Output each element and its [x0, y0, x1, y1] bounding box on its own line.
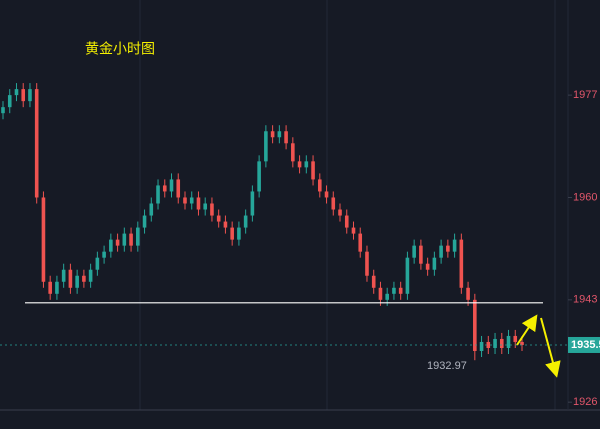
- candle-body: [149, 203, 154, 216]
- candle-body: [28, 89, 32, 102]
- y-tick-label: 1943: [573, 294, 597, 306]
- candle-body: [432, 257, 437, 270]
- candle-body: [88, 269, 93, 282]
- candle-body: [297, 161, 302, 168]
- candle-body: [102, 251, 106, 258]
- arrow: [516, 314, 538, 346]
- candle-body: [115, 239, 120, 246]
- candle-body: [365, 251, 369, 276]
- candle-body: [169, 179, 174, 192]
- candle-body: [317, 179, 322, 192]
- candle-body: [392, 287, 396, 294]
- candle-body: [311, 161, 315, 180]
- candle-body: [499, 338, 504, 348]
- candle-body: [183, 197, 187, 204]
- candle-body: [122, 233, 127, 246]
- candle-body: [1, 107, 5, 114]
- candle-body: [237, 227, 241, 240]
- y-tick-label: 1926: [573, 396, 597, 408]
- candle-body: [257, 161, 261, 192]
- candle-body: [398, 287, 403, 294]
- y-tick-label: 1960: [573, 191, 597, 203]
- candle-body: [109, 239, 113, 252]
- candle-body: [176, 179, 181, 198]
- candle-body: [210, 203, 214, 216]
- candle-body: [513, 335, 518, 342]
- candle-body: [34, 89, 39, 198]
- candle-body: [466, 287, 470, 300]
- y-tick-label: 1977: [573, 89, 597, 101]
- candle-body: [142, 215, 147, 228]
- candle-body: [75, 275, 79, 288]
- candle-body: [95, 257, 100, 270]
- candle-body: [331, 197, 336, 210]
- candle-body: [82, 275, 86, 282]
- candle-body: [452, 239, 457, 252]
- candle-body: [304, 161, 309, 168]
- candle-body: [55, 281, 59, 294]
- last-price-label: 1935.5: [571, 339, 600, 351]
- candle-body: [48, 281, 52, 294]
- low-label: 1932.97: [427, 360, 467, 372]
- arrow: [540, 317, 561, 378]
- candle-body: [371, 275, 376, 288]
- candle-body: [129, 233, 133, 246]
- candle-body: [68, 269, 73, 288]
- candle-body: [156, 185, 160, 204]
- candle-body: [412, 245, 416, 258]
- candle-body: [378, 287, 383, 300]
- candle-body: [230, 227, 234, 240]
- candle-body: [243, 215, 248, 228]
- candle-body: [493, 338, 497, 348]
- candle-body: [223, 221, 228, 228]
- candle-body: [203, 203, 208, 210]
- candle-body: [385, 293, 389, 300]
- last-price-box: [568, 336, 600, 353]
- candle-body: [189, 197, 194, 204]
- candle-body: [446, 245, 450, 252]
- candle-body: [439, 245, 443, 258]
- candle-body: [14, 89, 19, 96]
- candle-body: [351, 227, 356, 234]
- candle-body: [216, 215, 221, 222]
- candle-body: [21, 89, 26, 102]
- candle-body: [284, 131, 288, 144]
- candle-body: [61, 269, 66, 282]
- candle-body: [459, 239, 464, 288]
- candle-body: [324, 191, 329, 198]
- candle-body: [264, 131, 268, 162]
- candle-body: [520, 341, 524, 345]
- candle-body: [162, 185, 167, 192]
- chart-title: 黄金小时图: [85, 41, 155, 57]
- candle-body: [486, 341, 491, 348]
- candle-body: [479, 341, 484, 351]
- candle-body: [344, 215, 349, 228]
- candle-body: [425, 263, 430, 270]
- candle-body: [41, 197, 46, 282]
- candle-body: [405, 257, 410, 294]
- candle-body: [419, 245, 423, 264]
- candle-body: [277, 131, 282, 138]
- candle-body: [338, 209, 342, 216]
- candle-body: [7, 95, 12, 108]
- candle-body: [250, 191, 255, 216]
- candle-body: [291, 143, 295, 162]
- candle-body: [473, 299, 477, 351]
- candle-body: [506, 335, 511, 348]
- candle-body: [136, 227, 140, 246]
- candle-body: [270, 131, 275, 138]
- candle-body: [196, 197, 201, 210]
- candle-body: [358, 233, 363, 252]
